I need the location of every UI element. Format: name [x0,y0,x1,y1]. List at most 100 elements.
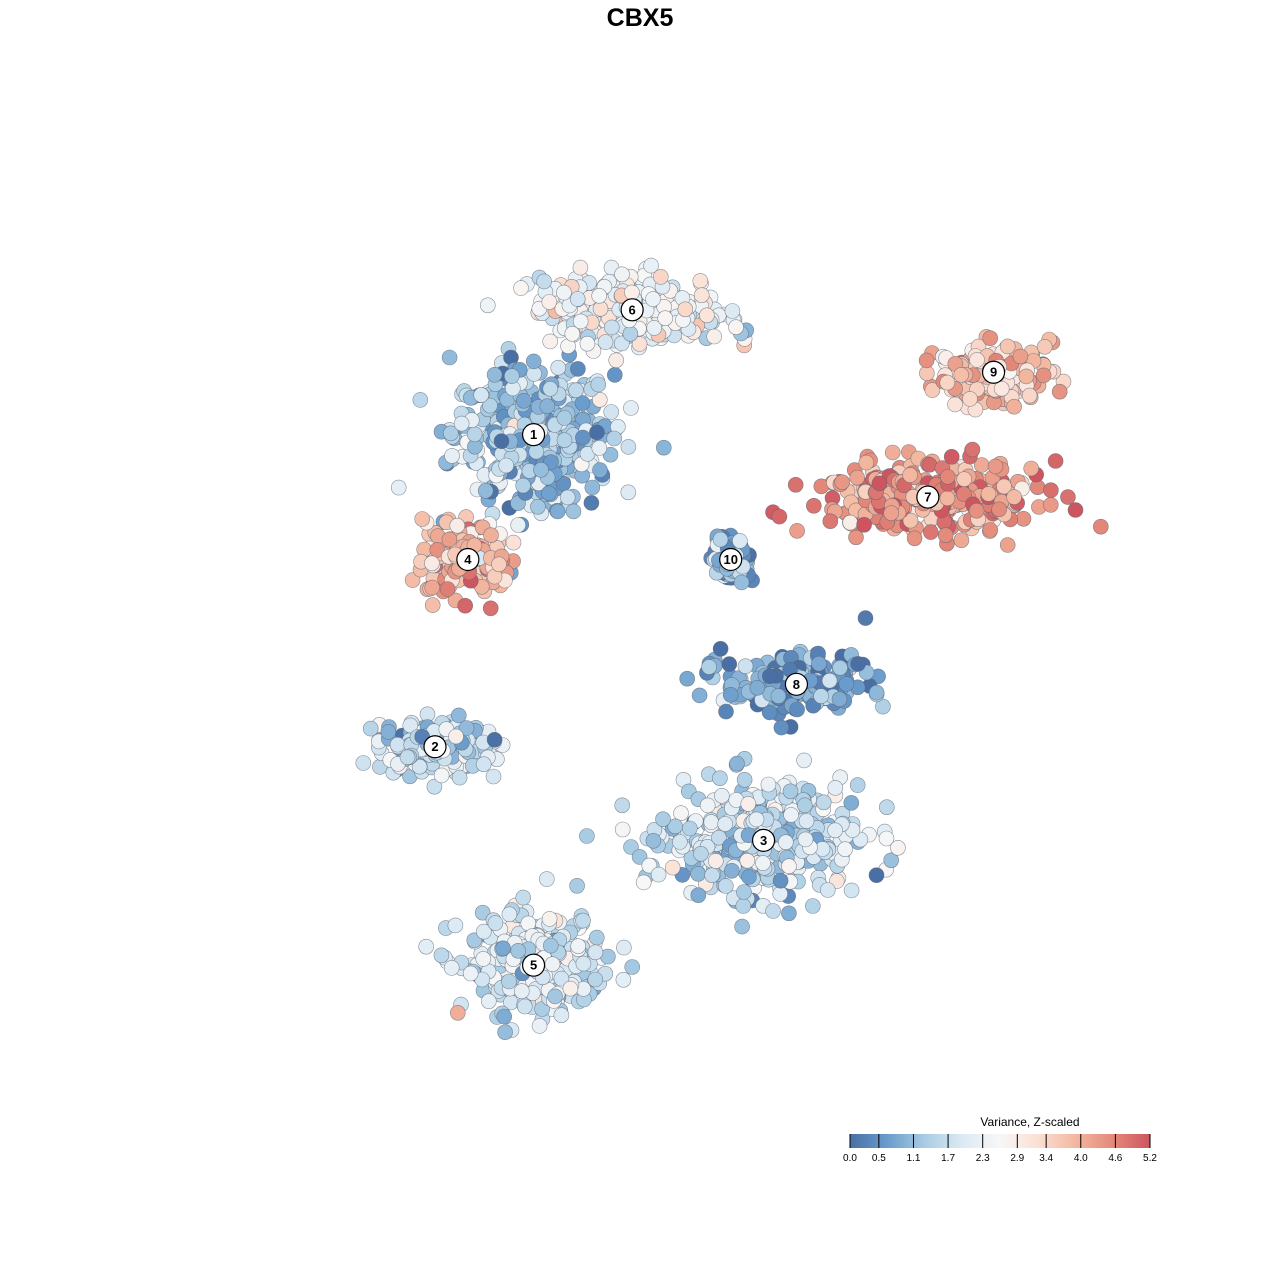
data-point [772,886,789,902]
data-point [584,479,601,496]
data-point [390,479,407,496]
data-point [1067,502,1084,518]
data-point [583,495,600,511]
data-point [553,1007,570,1024]
data-point [1047,453,1064,469]
data-point [501,906,518,923]
data-point [884,444,901,461]
data-point [827,780,844,796]
color-legend: 0.0 0.5 1.1 1.7 2.3 2.9 3.4 4.0 4.6 5.2 [843,1134,1157,1164]
chart-title: CBX5 [606,4,674,32]
data-point [631,336,648,352]
data-point [704,867,720,884]
data-point [868,684,885,701]
data-point [777,834,794,851]
cluster-label-8: 8 [784,672,809,696]
legend-tick-label: 1.1 [907,1153,921,1164]
data-point [495,940,511,957]
data-point [987,458,1004,475]
data-point [515,889,532,906]
data-point [843,882,860,899]
cluster-label-4: 4 [456,547,480,572]
data-point [620,439,637,455]
data-point [620,484,637,501]
data-point [736,884,752,900]
data-point [701,659,717,675]
legend-ticks: 0.0 0.5 1.1 1.7 2.3 2.9 3.4 4.0 4.6 5.2 [843,1134,1157,1164]
data-point [496,1008,513,1025]
data-point [993,380,1010,397]
data-point [442,425,459,442]
data-point [878,799,895,816]
data-point [717,816,734,832]
data-point [493,433,510,450]
data-point [538,871,555,887]
data-point [614,797,631,814]
data-point [614,821,631,838]
data-point [389,736,406,753]
data-point [693,845,709,862]
data-point [982,522,999,538]
data-point [921,456,938,473]
data-point [482,397,498,414]
data-point [624,959,641,975]
cluster-label-text: 5 [530,958,537,973]
data-point [542,937,559,954]
data-point [922,524,939,540]
data-point [838,676,855,692]
legend-tick-label: 4.0 [1074,1153,1088,1164]
data-point [570,361,586,377]
data-point [690,865,706,882]
data-point [457,597,474,614]
data-point [480,993,497,1010]
legend-tick-label: 1.7 [941,1153,955,1164]
data-point [761,704,778,721]
legend-tick-label: 2.9 [1010,1153,1024,1164]
data-point [477,482,494,499]
data-point [1036,338,1053,355]
cluster-marker [521,423,546,447]
data-point [1051,383,1068,400]
data-point [606,367,623,383]
cluster-label-text: 7 [924,490,931,505]
data-point [1012,348,1029,365]
data-point [575,955,592,972]
data-point [968,502,985,519]
data-point [956,471,973,488]
data-point [772,872,789,889]
data-point [592,300,609,317]
data-point [513,983,530,999]
data-point [783,807,799,823]
data-point [693,287,710,304]
cluster-marker [784,672,809,696]
data-point [355,755,372,771]
data-point [858,454,875,471]
legend-tick-label: 4.6 [1108,1153,1122,1164]
data-point [832,659,848,676]
data-point [781,858,797,875]
data-point [441,531,458,548]
data-point [588,929,605,946]
data-point [562,980,579,997]
data-point [1060,489,1076,505]
data-point [843,795,860,811]
data-point [579,335,596,352]
data-point [729,755,745,772]
data-point [623,839,639,855]
data-point [498,457,515,474]
data-point [475,923,492,940]
data-point [424,597,441,613]
legend-tick-label: 2.3 [976,1153,990,1164]
data-point [505,534,522,551]
data-point [486,366,503,383]
data-point [789,523,805,539]
data-point [589,424,605,441]
data-point [503,368,520,384]
data-point [482,600,499,617]
data-point [591,287,608,304]
data-point [1035,367,1052,384]
data-point [787,476,804,493]
data-point [572,313,589,330]
data-point [513,280,529,296]
cluster-label-text: 6 [629,302,636,317]
